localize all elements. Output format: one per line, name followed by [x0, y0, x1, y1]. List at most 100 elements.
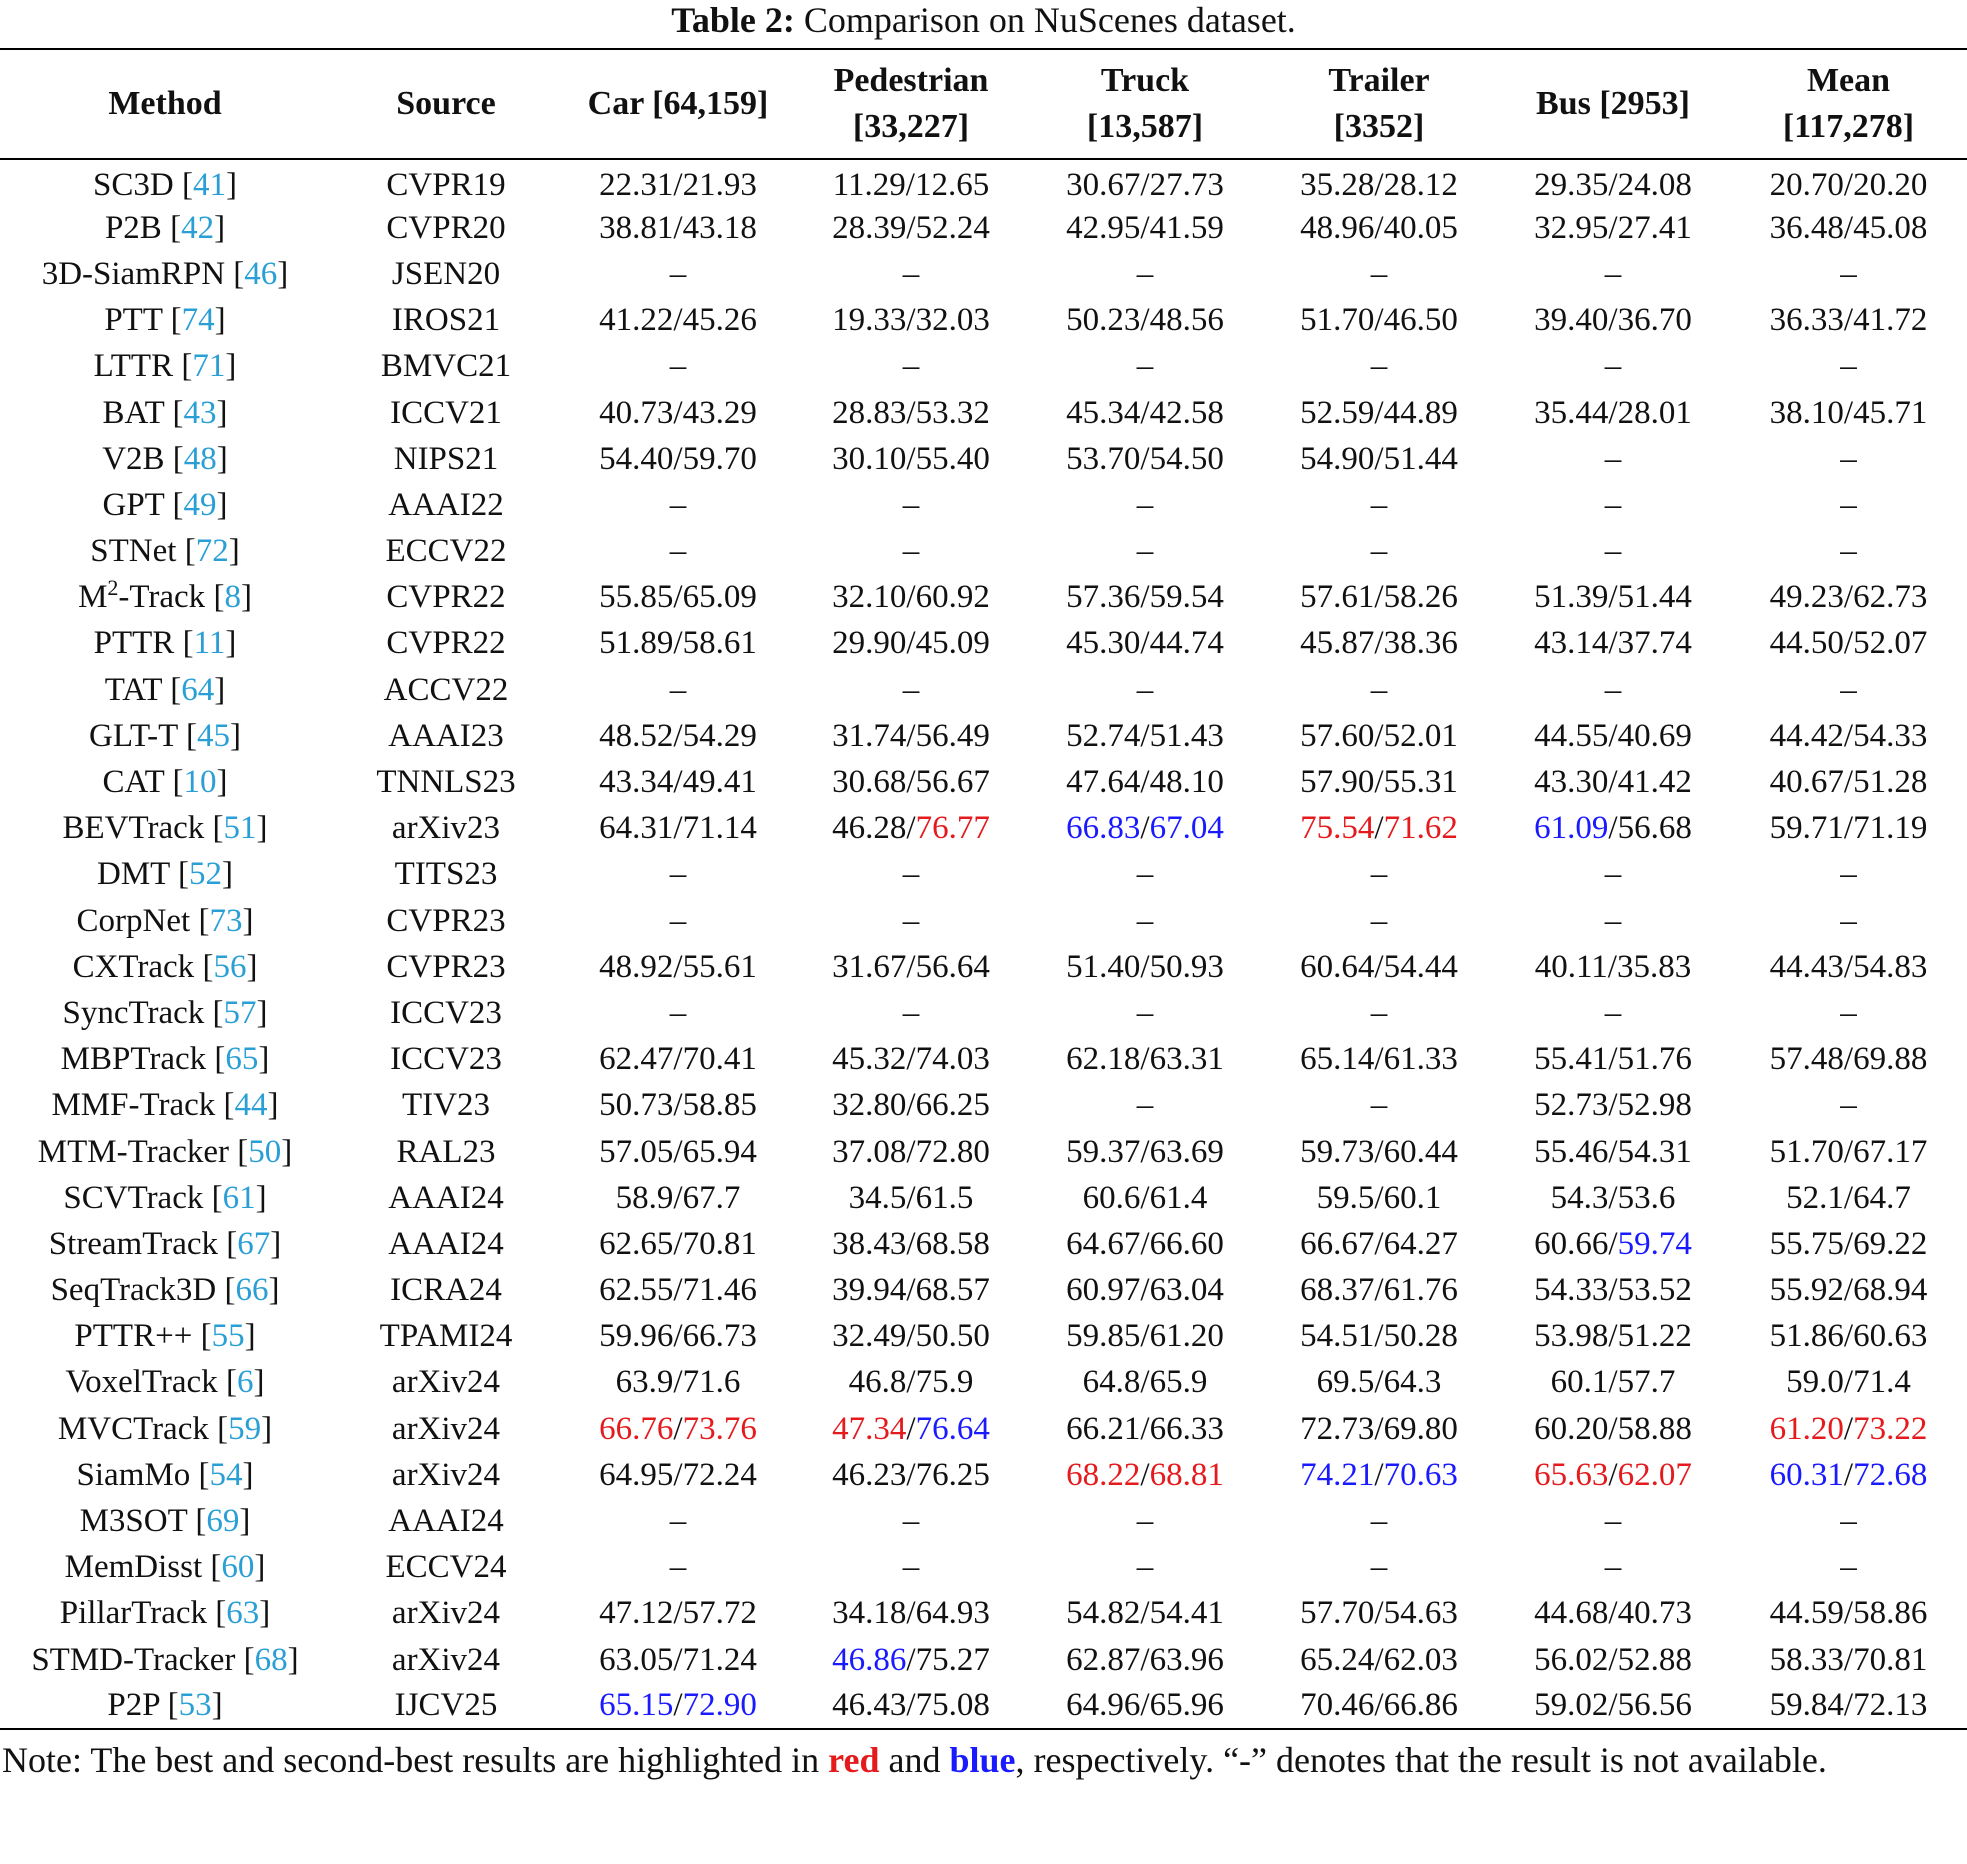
precision-value: 44.74 [1149, 625, 1224, 662]
pedestrian-cell: – [794, 1545, 1028, 1591]
mean-cell: 44.50/52.07 [1769, 625, 1928, 662]
precision-value: 67.7 [682, 1179, 741, 1216]
success-value: 69.5 [1316, 1364, 1375, 1401]
method-name: TAT [104, 671, 162, 708]
truck-cell: 51.40/50.93 [1066, 948, 1224, 985]
header-count: [13,587] [1086, 108, 1204, 145]
table-row: P2P [53] IJCV25 65.15/72.90 46.43/75.08 64.9… [0, 1683, 1967, 1729]
not-available: – [902, 486, 920, 523]
success-value: 37.08 [832, 1133, 907, 1170]
citation-ref: 66 [235, 1272, 269, 1309]
citation-ref: 56 [213, 948, 247, 985]
not-available: – [902, 1549, 920, 1586]
header-name: Pedestrian [833, 62, 989, 99]
not-available: – [669, 856, 687, 893]
trailer-cell: 65.14/61.33 [1300, 1041, 1458, 1078]
table-note: Note: The best and second-best results a… [0, 1730, 1967, 1784]
success-value: 52.73 [1534, 1087, 1609, 1124]
citation-ref: 55 [211, 1318, 245, 1355]
precision-value: 58.85 [682, 1087, 757, 1124]
method-cell: MTM-Tracker [50] [37, 1133, 293, 1170]
car-cell: 62.55/71.46 [599, 1272, 757, 1309]
car-cell: – [562, 251, 794, 297]
method-cell: MVCTrack [59] [57, 1410, 273, 1447]
success-value: 53.98 [1534, 1318, 1609, 1355]
truck-cell: – [1028, 667, 1262, 713]
bus-cell: – [1496, 990, 1730, 1036]
source-cell: CVPR22 [386, 579, 506, 616]
citation-ref: 51 [223, 810, 257, 847]
precision-value: 50.50 [915, 1318, 990, 1355]
precision-value: 60.92 [915, 579, 990, 616]
bus-cell: 35.44/28.01 [1534, 394, 1692, 431]
method-name: PTTR [93, 625, 175, 662]
method-name: SyncTrack [62, 994, 205, 1031]
pedestrian-cell: 32.49/50.50 [832, 1318, 990, 1355]
not-available: – [1604, 671, 1622, 708]
truck-cell: 54.82/54.41 [1066, 1595, 1224, 1632]
success-value: 55.46 [1534, 1133, 1609, 1170]
success-value: 41.22 [599, 302, 674, 339]
truck-cell: 66.83/67.04 [1066, 810, 1224, 847]
trailer-cell: – [1262, 1545, 1496, 1591]
not-available: – [669, 671, 687, 708]
precision-value: 63.04 [1149, 1272, 1224, 1309]
method-cell: CAT [10] [102, 764, 228, 801]
bus-cell: – [1496, 852, 1730, 898]
method-cell: CXTrack [56] [72, 948, 258, 985]
trailer-cell: 45.87/38.36 [1300, 625, 1458, 662]
precision-value: 68.81 [1149, 1456, 1224, 1493]
success-value: 66.76 [599, 1410, 674, 1447]
method-cell: SyncTrack [57] [62, 994, 268, 1031]
success-value: 40.11 [1534, 948, 1608, 985]
method-cell: P2P [53] [107, 1687, 223, 1724]
success-value: 36.33 [1769, 302, 1844, 339]
car-cell: – [562, 344, 794, 390]
bus-cell: 60.1/57.7 [1550, 1364, 1676, 1401]
mean-cell: 57.48/69.88 [1769, 1041, 1928, 1078]
bus-cell: – [1496, 1498, 1730, 1544]
method-name: StreamTrack [48, 1225, 218, 1262]
method-name: M3SOT [79, 1503, 188, 1540]
trailer-cell: 57.61/58.26 [1300, 579, 1458, 616]
not-available: – [1840, 1503, 1857, 1540]
precision-value: 28.01 [1617, 394, 1692, 431]
table-row: SCVTrack [61] AAAI24 58.9/67.7 34.5/61.5 60.… [0, 1175, 1967, 1221]
success-value: 58.33 [1769, 1641, 1844, 1678]
success-value: 45.34 [1066, 394, 1141, 431]
mean-cell: – [1730, 667, 1967, 713]
pedestrian-cell: 19.33/32.03 [832, 302, 990, 339]
precision-value: 55.31 [1383, 764, 1458, 801]
mean-cell: – [1730, 482, 1967, 528]
car-cell: 59.96/66.73 [599, 1318, 757, 1355]
precision-value: 75.9 [915, 1364, 974, 1401]
source-cell: TNNLS23 [376, 764, 516, 801]
method-name: MBPTrack [60, 1041, 207, 1078]
bus-cell: – [1496, 529, 1730, 575]
method-name: SiamMo [76, 1456, 191, 1493]
precision-value: 72.80 [915, 1133, 990, 1170]
truck-cell: 30.67/27.73 [1066, 167, 1224, 204]
precision-value: 69.80 [1383, 1410, 1458, 1447]
success-value: 40.67 [1769, 764, 1844, 801]
success-value: 60.66 [1534, 1225, 1609, 1262]
success-value: 43.30 [1534, 764, 1609, 801]
method-name: MMF-Track [51, 1087, 216, 1124]
method-name: SeqTrack3D [50, 1272, 217, 1309]
success-value: 72.73 [1300, 1410, 1375, 1447]
citation-ref: 57 [223, 994, 257, 1031]
truck-cell: – [1028, 482, 1262, 528]
trailer-cell: 54.90/51.44 [1300, 440, 1458, 477]
citation-ref: 46 [244, 255, 278, 292]
success-value: 58.9 [615, 1179, 674, 1216]
table-row: CXTrack [56] CVPR23 48.92/55.61 31.67/56.64… [0, 944, 1967, 990]
precision-value: 62.03 [1383, 1641, 1458, 1678]
not-available: – [1604, 856, 1622, 893]
source-cell: IROS21 [391, 302, 501, 339]
method-name: MTM-Tracker [37, 1133, 229, 1170]
precision-value: 56.56 [1617, 1687, 1692, 1724]
source-cell: CVPR22 [386, 625, 506, 662]
method-cell: CorpNet [73] [76, 902, 254, 939]
not-available: – [1136, 671, 1154, 708]
not-available: – [1136, 902, 1154, 939]
